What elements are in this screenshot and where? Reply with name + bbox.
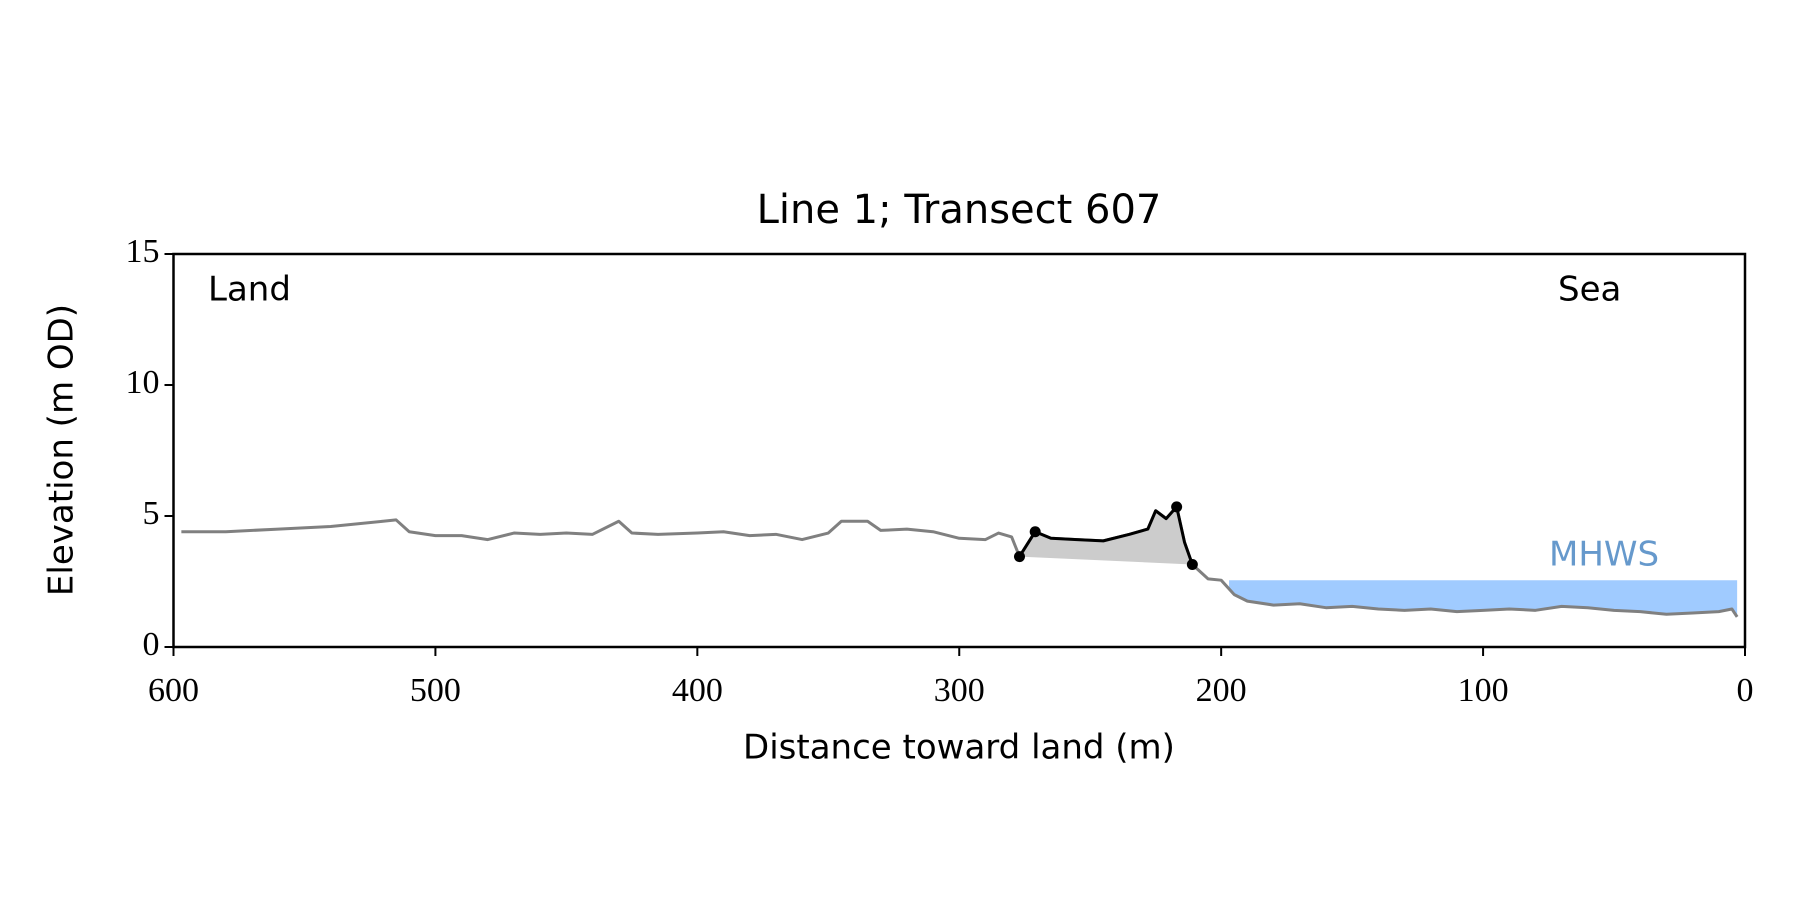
y-tick-label: 0	[143, 626, 160, 663]
x-axis-label: Distance toward land (m)	[743, 728, 1175, 768]
annotation: Sea	[1558, 270, 1621, 310]
profile-line	[1018, 505, 1194, 565]
x-tick-label: 100	[1458, 672, 1509, 709]
mhws-area	[1229, 580, 1738, 617]
x-tick-label: 400	[672, 672, 723, 709]
x-tick-label: 600	[148, 672, 199, 709]
y-tick-label: 5	[143, 495, 160, 532]
point	[1186, 558, 1198, 570]
point	[1013, 551, 1025, 563]
point	[1171, 501, 1183, 513]
x-tick-label: 300	[934, 672, 985, 709]
mhws-label: MHWS	[1549, 535, 1659, 575]
x-tick-label: 200	[1196, 672, 1247, 709]
annotation: Land	[208, 270, 291, 310]
point	[1029, 526, 1041, 538]
fill-area	[1019, 506, 1193, 565]
y-tick-label: 10	[126, 364, 160, 401]
x-tick-label: 0	[1737, 672, 1754, 709]
y-axis-label: Elevation (m OD)	[42, 304, 82, 596]
chart-title: Line 1; Transect 607	[757, 187, 1162, 233]
y-tick-label: 15	[126, 233, 160, 270]
x-tick-label: 500	[410, 672, 461, 709]
